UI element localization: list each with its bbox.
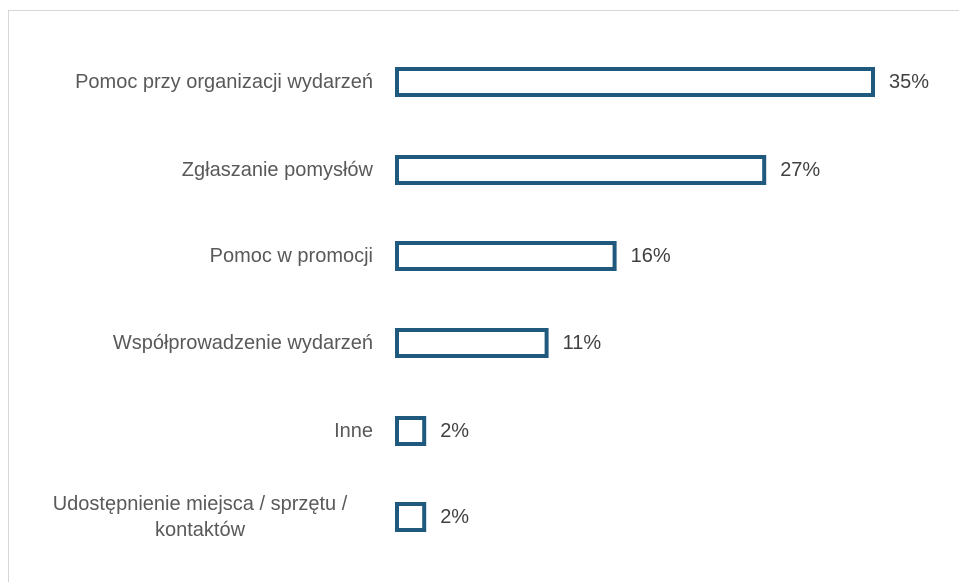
value-label-3: 11% [563, 332, 602, 354]
value-label-1: 27% [780, 159, 820, 181]
bar-4 [395, 416, 427, 446]
bars [395, 67, 875, 532]
category-label-1: Zgłaszanie pomysłów [182, 159, 374, 181]
value-label-4: 2% [440, 420, 469, 442]
category-label-5-line-0: Udostępnienie miejsca / sprzętu / [53, 493, 348, 515]
value-label-0: 35% [889, 71, 929, 93]
category-label-3: Współprowadzenie wydarzeń [113, 332, 373, 354]
category-label-5-line-1: kontaktów [155, 519, 246, 541]
bar-2 [395, 241, 617, 271]
category-label-0: Pomoc przy organizacji wydarzeń [75, 71, 373, 93]
category-labels: Pomoc przy organizacji wydarzeń Zgłaszani… [53, 71, 374, 541]
chart-frame [8, 10, 959, 582]
value-labels: 35% 27% 16% 11% 2% 2% [440, 71, 929, 528]
bar-3 [395, 328, 549, 358]
value-label-2: 16% [631, 245, 671, 267]
bar-0 [395, 67, 875, 97]
value-label-5: 2% [440, 506, 469, 528]
bar-1 [395, 155, 767, 185]
category-label-2: Pomoc w promocji [210, 245, 373, 267]
bar-5 [395, 502, 427, 532]
category-label-4: Inne [334, 420, 373, 442]
